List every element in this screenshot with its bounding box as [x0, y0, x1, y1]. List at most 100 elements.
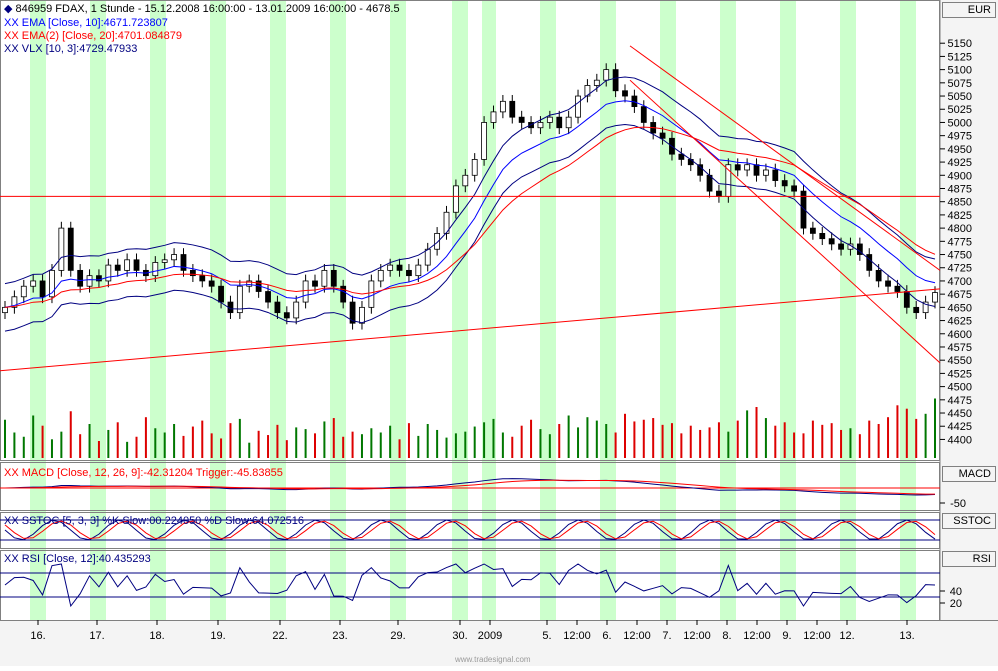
volume-bar — [849, 428, 852, 458]
candle-body — [828, 238, 835, 245]
x-tick-label: 22. — [272, 630, 287, 642]
volume-bar — [774, 425, 777, 458]
volume-bar — [934, 398, 936, 458]
volume-bar — [41, 425, 44, 458]
price-tick-label: 5075 — [948, 78, 972, 90]
volume-bar — [182, 435, 185, 458]
volume-bar — [746, 410, 749, 458]
volume-bar — [520, 425, 523, 458]
x-tick-label: 12:00 — [563, 630, 591, 642]
session-band — [540, 0, 556, 620]
legend-x-icon: XX — [4, 467, 22, 479]
x-tick-label: 13. — [899, 630, 914, 642]
price-tick-label: 5150 — [948, 38, 972, 50]
x-tick-label: 19. — [210, 630, 225, 642]
volume-bar — [821, 424, 824, 458]
volume-bar — [764, 418, 767, 458]
volume-bar — [595, 420, 598, 458]
candle-body — [687, 159, 694, 166]
volume-bar — [304, 429, 307, 458]
macd-tick-label: -50 — [950, 498, 966, 510]
volume-bar — [670, 423, 673, 458]
volume-bar — [661, 424, 664, 458]
price-tick-label: 4900 — [948, 170, 972, 182]
macd-trigger-line — [4, 479, 936, 495]
legend-x-icon: XX — [4, 17, 22, 29]
volume-bar — [220, 438, 223, 458]
candle-body — [161, 259, 168, 263]
candle-body — [753, 164, 760, 176]
macd-legend[interactable]: XX MACD [Close, 12, 26, 9]:-42.31204 Tri… — [4, 467, 283, 480]
session-band — [720, 0, 736, 620]
volume-bar — [868, 420, 871, 458]
x-tick-label: 30. — [452, 630, 467, 642]
candle-body — [96, 275, 102, 282]
rsi-legend[interactable]: XX RSI [Close, 12]:40.435293 — [4, 553, 151, 566]
ema10-legend[interactable]: XX EMA [Close, 10]:4671.723807 — [4, 17, 168, 30]
session-band — [210, 0, 226, 620]
session-band — [482, 0, 496, 620]
candle-body — [537, 122, 544, 129]
volume-bar — [877, 424, 880, 458]
volume-bar — [492, 418, 495, 458]
volume-bar — [642, 419, 645, 458]
candle-body — [406, 269, 412, 277]
price-tick-label: 4975 — [948, 131, 972, 143]
legend-x-icon: XX — [4, 43, 22, 55]
candle-body — [2, 306, 8, 314]
volume-bar — [135, 436, 138, 458]
volume-bar — [32, 415, 35, 458]
volume-bar — [830, 423, 833, 458]
volume-bar — [652, 418, 655, 458]
volume-bar — [473, 426, 476, 458]
candle-body — [518, 116, 525, 123]
candle-body — [443, 211, 450, 234]
sstoc-axis-label: SSTOC — [942, 513, 996, 529]
price-tick-label: 4875 — [948, 183, 972, 195]
candle-body — [283, 312, 290, 319]
volume-bar — [295, 427, 298, 458]
volume-bar — [717, 422, 720, 458]
session-band — [660, 0, 676, 620]
chart-title: ◆ 846959 FDAX, 1 Stunde - 15.12.2008 16:… — [4, 3, 400, 15]
volume-bar — [276, 424, 279, 458]
candle-body — [612, 69, 619, 92]
vlx-legend[interactable]: XX VLX [10, 3]:4729.47933 — [4, 43, 137, 56]
candle-body — [481, 122, 487, 160]
volume-bar — [191, 426, 194, 458]
volume-bar — [689, 425, 692, 458]
volume-bar — [802, 433, 805, 458]
candle-body — [236, 285, 243, 314]
candle-body — [716, 190, 722, 197]
price-tick-label: 4950 — [948, 144, 972, 156]
candle-body — [349, 301, 356, 324]
candle-body — [189, 269, 196, 277]
candle-body — [763, 169, 769, 176]
volume-bar — [840, 429, 843, 458]
price-tick-label: 5025 — [948, 104, 972, 116]
channel-upper-line — [629, 45, 941, 271]
volume-bar — [360, 434, 363, 458]
pane-border — [0, 0, 940, 461]
x-tick-label: 23. — [332, 630, 347, 642]
ema20-legend[interactable]: XX EMA(2) [Close, 20]:4701.084879 — [4, 30, 182, 43]
candle-body — [377, 269, 384, 282]
price-tick-label: 4700 — [948, 276, 972, 288]
price-tick-label: 4725 — [948, 263, 972, 275]
volume-bar — [501, 432, 504, 458]
volume-bar — [680, 433, 683, 458]
candle-body — [368, 280, 375, 308]
volume-bar — [811, 420, 814, 458]
volume-bar — [60, 431, 63, 458]
sstoc-legend[interactable]: XX SSTOC [5, 3, 3] %K Slow:00.224050 %D … — [4, 515, 304, 528]
price-tick-label: 5125 — [948, 51, 972, 63]
candle-body — [171, 254, 177, 261]
volume-bar — [445, 437, 448, 458]
volume-bar — [558, 424, 561, 458]
x-tick-label: 17. — [89, 630, 104, 642]
price-tick-label: 5000 — [948, 117, 972, 129]
x-tick-label: 18. — [149, 630, 164, 642]
price-tick-label: 4675 — [948, 289, 972, 301]
volume-bar — [126, 441, 129, 458]
